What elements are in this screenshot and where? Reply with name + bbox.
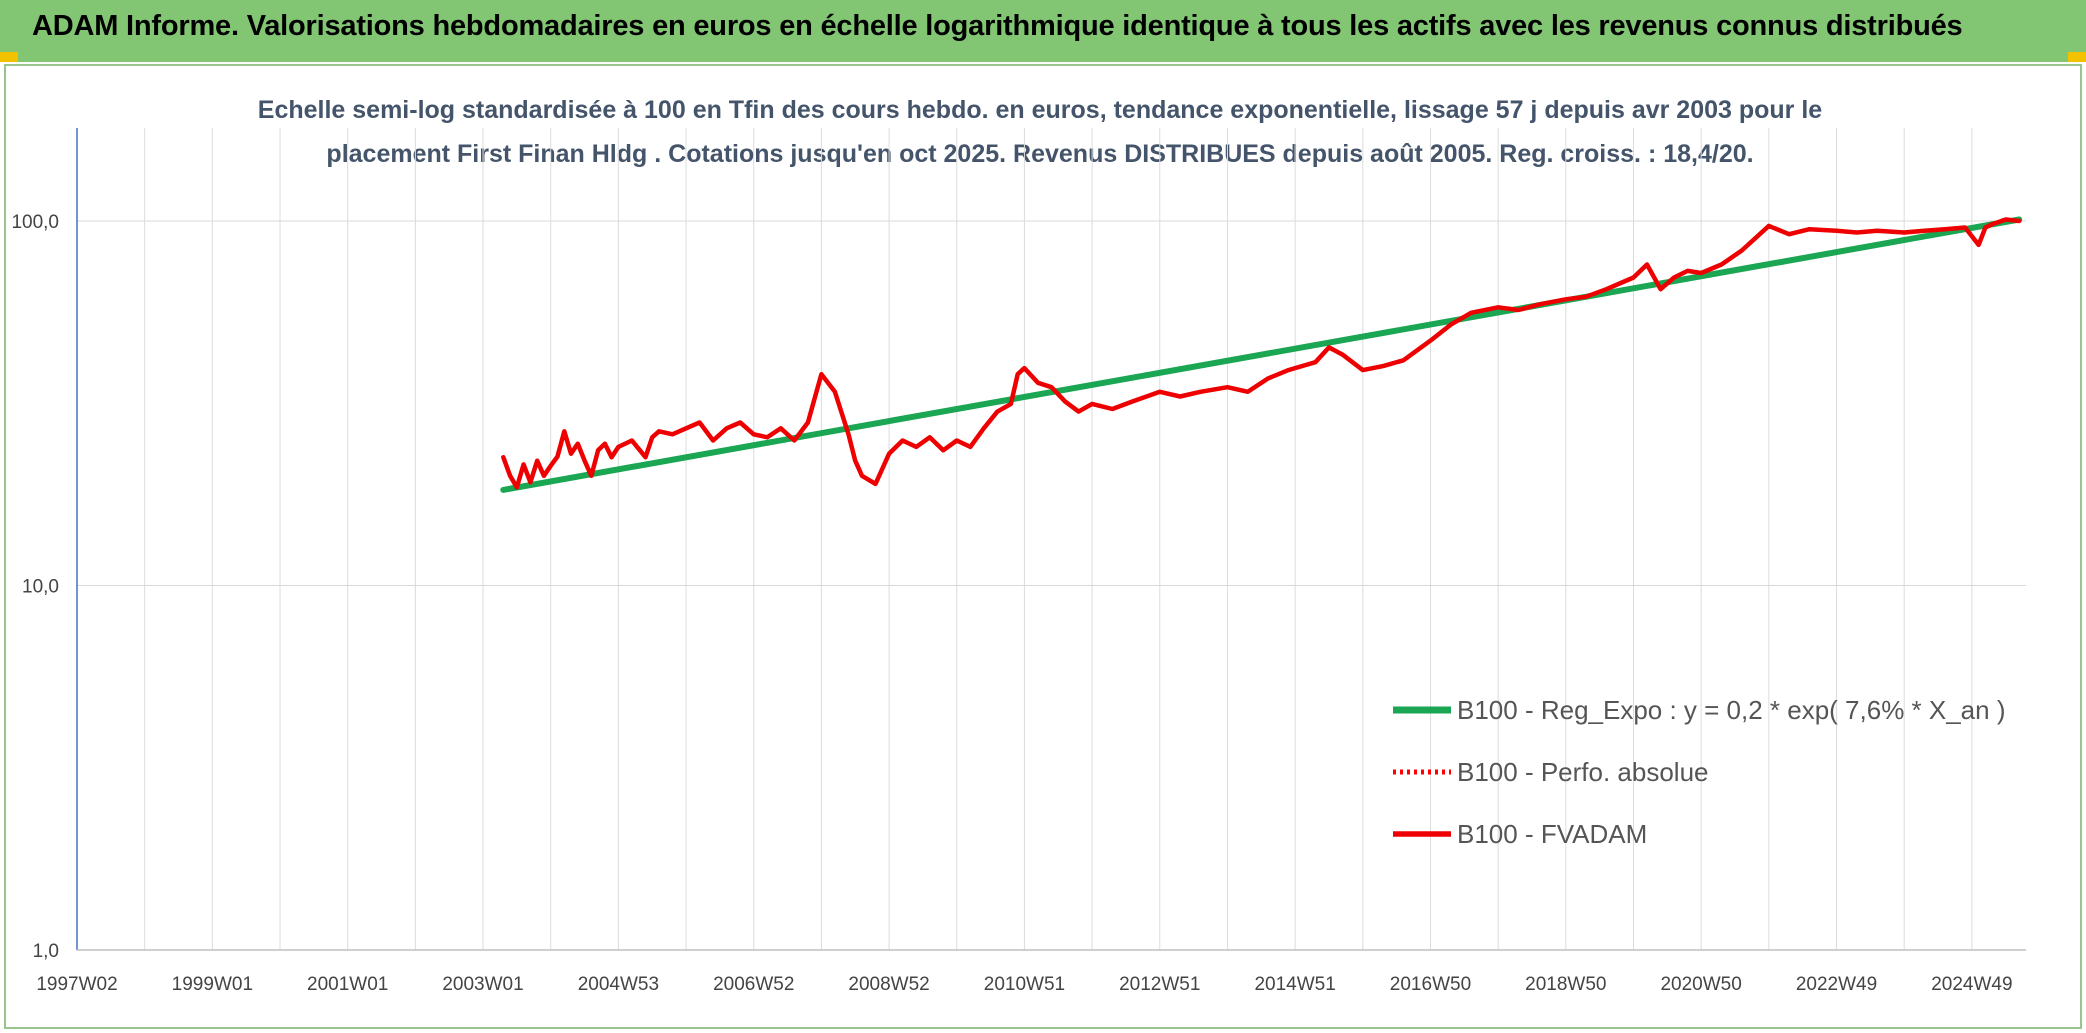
legend-label-2: B100 - Perfo. absolue: [1457, 757, 1709, 787]
report-banner: ADAM Informe. Valorisations hebdomadaire…: [0, 0, 2086, 62]
x-tick-label: 2022W49: [1796, 974, 1877, 995]
y-tick-label: 10,0: [22, 577, 59, 598]
legend-label-3: B100 - FVADAM: [1457, 819, 1647, 849]
x-tick-label: 2006W52: [713, 974, 794, 995]
x-tick-label: 2014W51: [1254, 974, 1335, 995]
chart-title: Echelle semi-log standardisée à 100 en T…: [180, 88, 1900, 176]
x-tick-label: 2012W51: [1119, 974, 1200, 995]
x-tick-label: 2016W50: [1390, 974, 1471, 995]
x-tick-label: 2018W50: [1525, 974, 1606, 995]
chart-frame: [4, 64, 2082, 1029]
x-tick-label: 2001W01: [307, 974, 388, 995]
y-tick-label: 100,0: [11, 212, 59, 233]
gridlines: [76, 128, 2026, 951]
x-tick-label: 2024W49: [1931, 974, 2012, 995]
x-tick-label: 1999W01: [172, 974, 253, 995]
axes: [76, 128, 2026, 951]
tick-labels: 100,0 10,0 1,0 1997W02 1999W01 2001W01 2003W01…: [11, 212, 2012, 995]
legend-label-1: B100 - Reg_Expo : y = 0,2 * exp( 7,6% * …: [1457, 695, 2006, 725]
corner-marker-left: [0, 52, 18, 62]
x-tick-label: 2020W50: [1660, 974, 1741, 995]
series-line-1: [500, 216, 2023, 493]
x-tick-label: 2008W52: [848, 974, 929, 995]
series-lines: [500, 216, 2023, 493]
corner-marker-right: [2068, 52, 2086, 62]
series-line-3: [501, 217, 2022, 490]
legend: B100 - Reg_Expo : y = 0,2 * exp( 7,6% * …: [1393, 695, 2006, 849]
x-tick-label: 2010W51: [984, 974, 1065, 995]
y-tick-label: 1,0: [33, 941, 59, 962]
x-tick-label: 2003W01: [442, 974, 523, 995]
report-title: ADAM Informe. Valorisations hebdomadaire…: [32, 10, 1963, 42]
chart-title-line-2: placement First Finan Hldg . Cotations j…: [326, 140, 1754, 168]
chart-title-line-1: Echelle semi-log standardisée à 100 en T…: [257, 96, 1823, 124]
x-tick-label: 1997W02: [36, 974, 117, 995]
x-tick-label: 2004W53: [578, 974, 659, 995]
